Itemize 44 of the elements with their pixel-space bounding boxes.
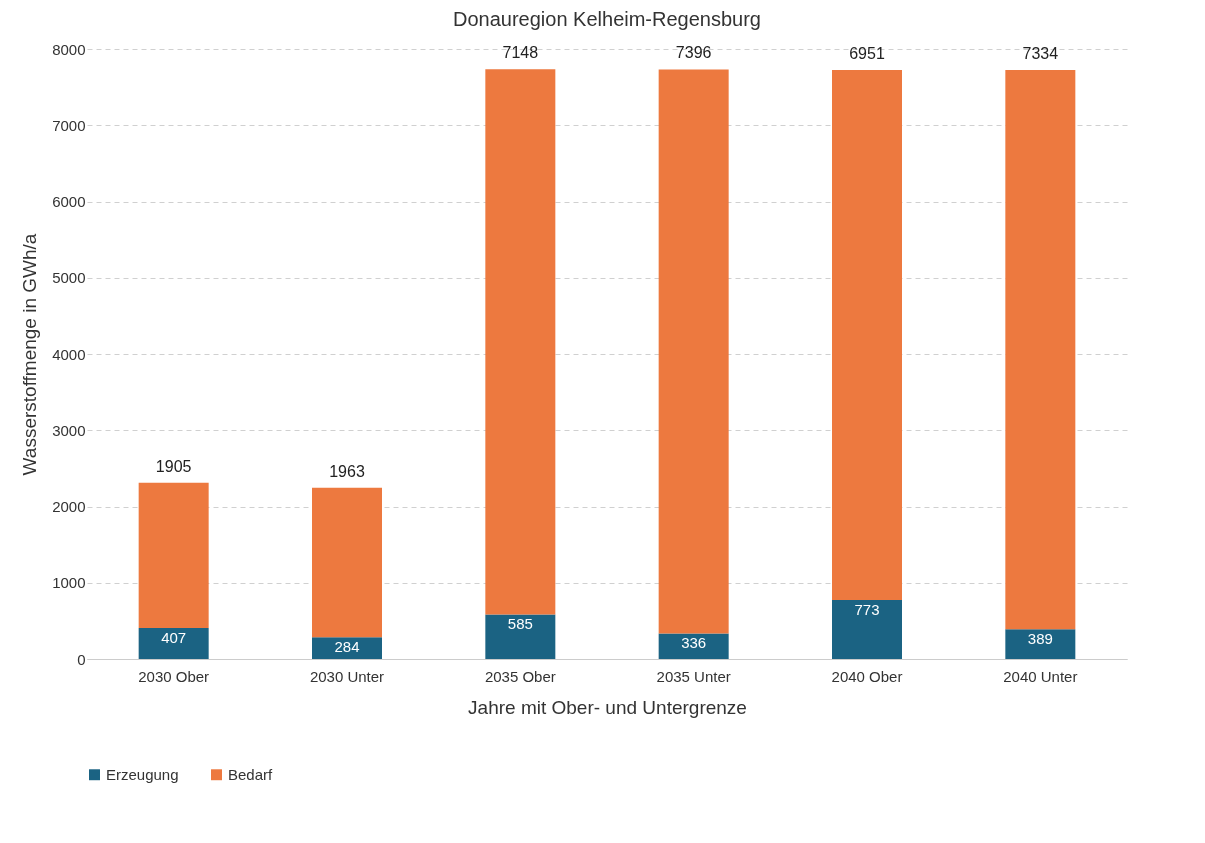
bar <box>1005 629 1076 659</box>
y-tick-label: 6000 <box>52 193 86 210</box>
data-label: 773 <box>854 601 880 619</box>
bar <box>658 69 729 634</box>
bar <box>485 69 556 615</box>
data-label: 1905 <box>155 457 192 475</box>
y-axis-title: Wasserstoffmenge in GWh/a <box>19 233 41 476</box>
data-label: 389 <box>1027 630 1053 648</box>
legend-label: Bedarf <box>228 765 274 783</box>
bar <box>485 614 556 659</box>
y-tick-label: 0 <box>77 650 86 668</box>
chart-title: Donauregion Kelheim-Regensburg <box>453 8 761 30</box>
x-tick-label: 2035 Ober <box>484 667 556 685</box>
data-label: 7148 <box>502 44 539 62</box>
data-label: 6951 <box>849 45 885 63</box>
bar <box>138 482 209 628</box>
bar <box>138 627 209 659</box>
bar <box>312 487 382 638</box>
y-tick-label: 7000 <box>52 116 86 134</box>
x-tick-label: 2030 Ober <box>138 667 210 685</box>
y-tick-label: 5000 <box>52 269 86 287</box>
data-label: 407 <box>161 628 187 646</box>
y-tick-label: 4000 <box>52 345 86 363</box>
y-tick-label: 8000 <box>52 40 86 58</box>
data-label: 7396 <box>675 44 712 62</box>
data-label: 1963 <box>329 462 365 480</box>
data-label: 284 <box>334 638 360 656</box>
bar <box>832 600 902 659</box>
x-tick-label: 2040 Unter <box>1003 667 1078 685</box>
bar <box>1005 70 1076 630</box>
y-tick-label: 2000 <box>52 498 86 515</box>
x-tick-label: 2030 Unter <box>309 667 385 685</box>
y-tick-label: 1000 <box>52 574 86 592</box>
data-label: 585 <box>507 615 533 633</box>
x-tick-label: 2040 Ober <box>831 667 903 685</box>
x-tick-label: 2035 Unter <box>656 667 731 685</box>
bar <box>658 633 729 659</box>
bar <box>312 637 382 659</box>
x-axis-title: Jahre mit Ober- und Untergrenze <box>468 696 747 718</box>
y-tick-label: 3000 <box>52 421 86 439</box>
data-label: 7334 <box>1022 45 1059 63</box>
legend-label: Erzeugung <box>106 765 179 783</box>
bar <box>832 70 902 601</box>
data-label: 336 <box>681 634 707 652</box>
